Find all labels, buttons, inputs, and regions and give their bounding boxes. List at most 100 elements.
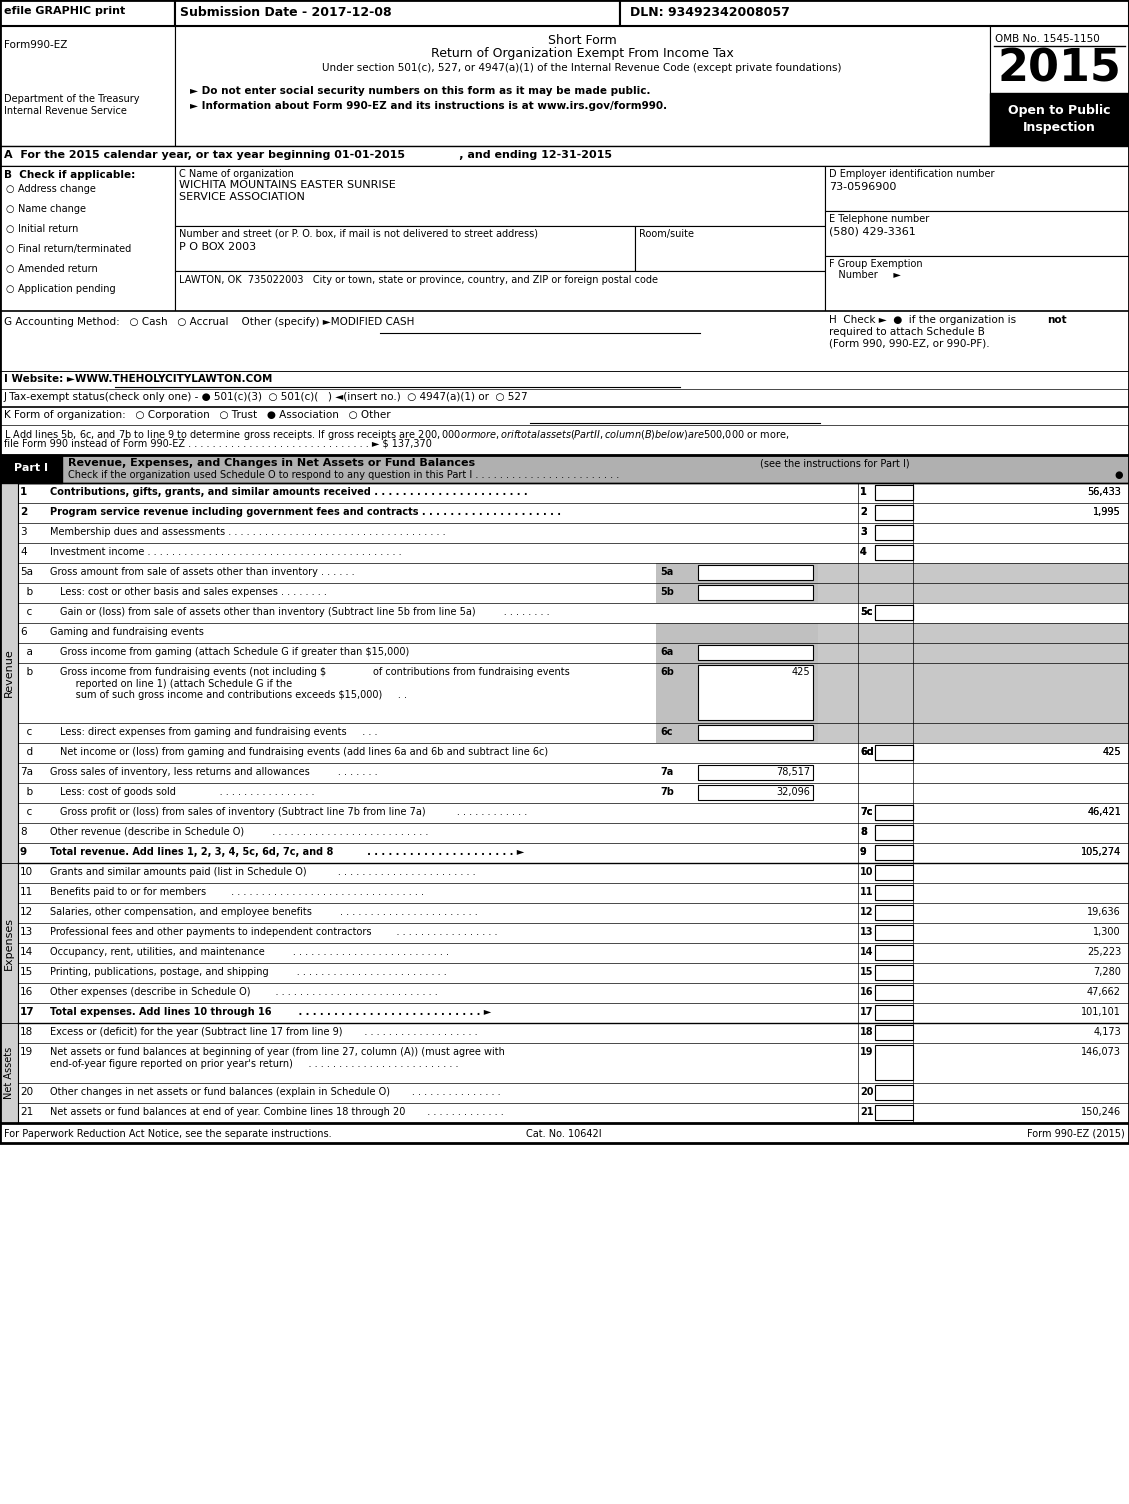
Text: 7a: 7a [660, 767, 673, 778]
Text: B  Check if applicable:: B Check if applicable: [5, 170, 135, 180]
Bar [819, 663, 1129, 723]
Text: 19: 19 [20, 1047, 33, 1057]
Text: ●: ● [1114, 469, 1122, 480]
Text: 20: 20 [20, 1087, 33, 1096]
Bar [825, 211, 1129, 256]
Text: 425: 425 [1102, 747, 1121, 757]
Text: Under section 501(c), 527, or 4947(a)(1) of the Internal Revenue Code (except pr: Under section 501(c), 527, or 4947(a)(1)… [322, 63, 842, 74]
Text: 3: 3 [860, 526, 867, 537]
Text: SERVICE ASSOCIATION: SERVICE ASSOCIATION [180, 193, 305, 202]
Text: 1: 1 [860, 487, 867, 496]
Bar [875, 1105, 913, 1120]
Text: Application pending: Application pending [18, 284, 115, 293]
Text: H  Check ►  ●  if the organization is: H Check ► ● if the organization is [829, 314, 1019, 325]
Bar [175, 271, 825, 311]
Text: Check if the organization used Schedule O to respond to any question in this Par: Check if the organization used Schedule … [68, 469, 619, 480]
Text: C Name of organization: C Name of organization [180, 168, 294, 179]
Text: 16: 16 [860, 987, 874, 997]
Text: F Group Exemption: F Group Exemption [829, 259, 922, 269]
Bar [875, 744, 913, 760]
Text: Printing, publications, postage, and shipping         . . . . . . . . . . . . . : Printing, publications, postage, and shi… [50, 967, 447, 978]
Bar [875, 845, 913, 860]
Text: 15: 15 [860, 967, 874, 978]
Text: 1: 1 [20, 487, 27, 496]
Text: (Form 990, 990-EZ, or 990-PF).: (Form 990, 990-EZ, or 990-PF). [829, 338, 990, 349]
Bar [875, 484, 913, 499]
Bar [875, 1084, 913, 1099]
Bar [175, 226, 634, 271]
Bar [819, 623, 1129, 644]
Bar [0, 0, 1129, 26]
Text: 17: 17 [20, 1008, 35, 1017]
Text: Other revenue (describe in Schedule O)         . . . . . . . . . . . . . . . . .: Other revenue (describe in Schedule O) .… [50, 827, 428, 838]
Text: Excess or (deficit) for the year (Subtract line 17 from line 9)       . . . . . : Excess or (deficit) for the year (Subtra… [50, 1027, 478, 1036]
Bar [875, 605, 913, 620]
Text: Membership dues and assessments . . . . . . . . . . . . . . . . . . . . . . . . : Membership dues and assessments . . . . … [50, 526, 446, 537]
Bar [875, 544, 913, 559]
Bar [0, 456, 62, 483]
Text: A  For the 2015 calendar year, or tax year beginning 01-01-2015              , a: A For the 2015 calendar year, or tax yea… [5, 150, 612, 159]
Text: 2: 2 [20, 507, 27, 517]
Text: J Tax-exempt status(check only one) - ● 501(c)(3)  ○ 501(c)(   ) ◄(insert no.)  : J Tax-exempt status(check only one) - ● … [5, 393, 528, 402]
Bar [656, 562, 820, 584]
Text: 7a: 7a [20, 767, 33, 778]
Text: 20: 20 [860, 1087, 874, 1096]
Text: Form990-EZ: Form990-EZ [5, 41, 68, 50]
Text: 105,274: 105,274 [1080, 847, 1121, 857]
Bar [825, 256, 1129, 311]
Text: Return of Organization Exempt From Income Tax: Return of Organization Exempt From Incom… [430, 47, 734, 60]
Text: Number     ►: Number ► [829, 271, 901, 280]
Bar [698, 725, 813, 740]
Bar [875, 1005, 913, 1020]
Text: 2: 2 [860, 507, 867, 517]
Text: 7c: 7c [860, 808, 873, 817]
Text: Revenue, Expenses, and Changes in Net Assets or Fund Balances: Revenue, Expenses, and Changes in Net As… [68, 459, 475, 468]
Text: 78,517: 78,517 [776, 767, 809, 778]
Bar [0, 0, 1129, 1143]
Text: Gross income from fundraising events (not including $               of contribut: Gross income from fundraising events (no… [60, 666, 570, 701]
Bar [875, 884, 913, 899]
Text: 6d: 6d [860, 747, 874, 757]
Bar [819, 644, 1129, 663]
Bar [875, 845, 913, 860]
Text: Total revenue. Add lines 1, 2, 3, 4, 5c, 6d, 7c, and 8          . . . . . . . . : Total revenue. Add lines 1, 2, 3, 4, 5c,… [50, 847, 524, 857]
Text: 7c: 7c [860, 808, 873, 817]
Text: 21: 21 [20, 1107, 33, 1117]
Text: 1,995: 1,995 [1093, 507, 1121, 517]
Text: (580) 429-3361: (580) 429-3361 [829, 227, 916, 238]
Text: WICHITA MOUNTAINS EASTER SUNRISE: WICHITA MOUNTAINS EASTER SUNRISE [180, 180, 396, 190]
Text: 18: 18 [20, 1027, 33, 1036]
Text: ► Information about Form 990-EZ and its instructions is at www.irs.gov/form990.: ► Information about Form 990-EZ and its … [190, 101, 667, 111]
Text: Total expenses. Add lines 10 through 16        . . . . . . . . . . . . . . . . .: Total expenses. Add lines 10 through 16 … [50, 1008, 491, 1017]
Text: Initial return: Initial return [18, 224, 78, 235]
Text: 2015: 2015 [997, 48, 1121, 92]
Text: ○: ○ [6, 284, 15, 293]
Text: Department of the Treasury: Department of the Treasury [5, 93, 140, 104]
Bar [875, 505, 913, 520]
Text: 10: 10 [860, 866, 874, 877]
Bar [698, 665, 813, 720]
Text: ○: ○ [6, 265, 15, 274]
Text: ○: ○ [6, 224, 15, 235]
Text: Internal Revenue Service: Internal Revenue Service [5, 105, 126, 116]
Text: c: c [20, 608, 33, 617]
Text: 150,246: 150,246 [1080, 1107, 1121, 1117]
Text: Net Assets: Net Assets [5, 1047, 14, 1099]
Text: Amended return: Amended return [18, 265, 98, 274]
Text: Other expenses (describe in Schedule O)        . . . . . . . . . . . . . . . . .: Other expenses (describe in Schedule O) … [50, 987, 438, 997]
Text: 13: 13 [860, 926, 874, 937]
Bar [875, 544, 913, 559]
Text: 13: 13 [20, 926, 33, 937]
Bar [620, 0, 1129, 26]
Text: Occupancy, rent, utilities, and maintenance         . . . . . . . . . . . . . . : Occupancy, rent, utilities, and maintena… [50, 948, 449, 957]
Bar [990, 93, 1129, 146]
Text: b: b [20, 787, 33, 797]
Text: Name change: Name change [18, 205, 86, 214]
Text: 18: 18 [860, 1027, 874, 1036]
Text: Salaries, other compensation, and employee benefits         . . . . . . . . . . : Salaries, other compensation, and employ… [50, 907, 478, 917]
Text: 12: 12 [20, 907, 33, 917]
Text: 8: 8 [20, 827, 27, 838]
Bar [698, 645, 813, 660]
Text: 3: 3 [20, 526, 27, 537]
Bar [656, 663, 820, 723]
